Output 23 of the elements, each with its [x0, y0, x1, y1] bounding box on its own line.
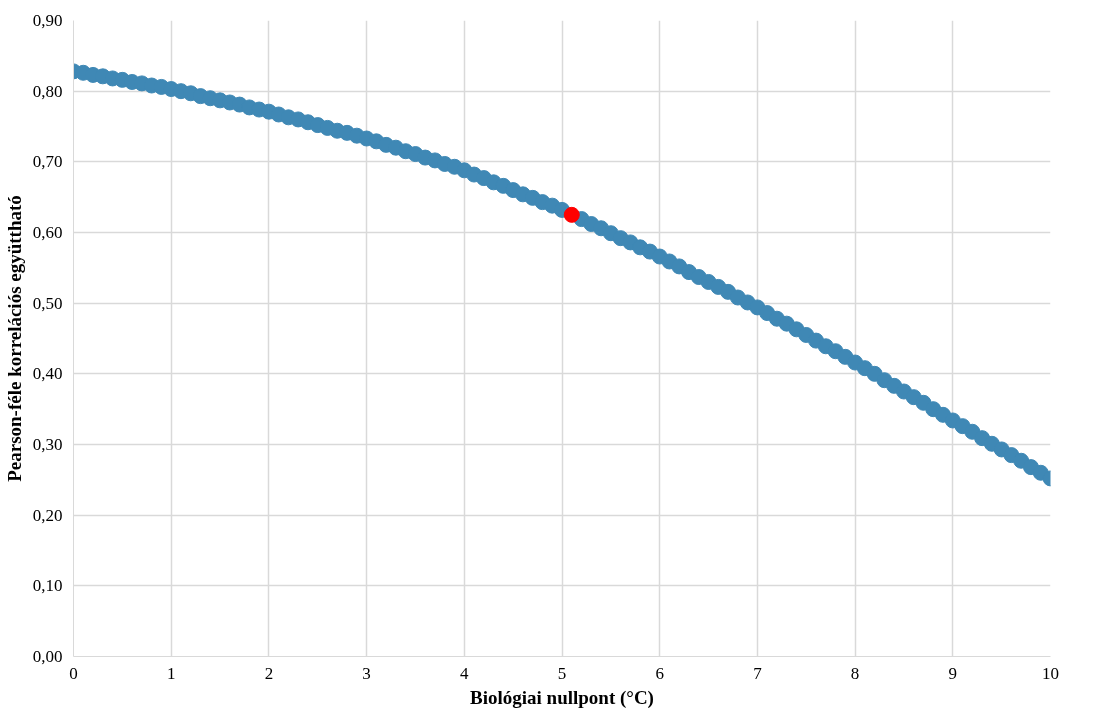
- y-tick-label: 0,40: [32, 364, 63, 384]
- x-tick-label: 1: [166, 663, 176, 683]
- x-tick-label: 9: [948, 663, 958, 683]
- x-tick-label: 2: [264, 663, 274, 683]
- x-tick-label: 7: [753, 663, 763, 683]
- x-tick-label: 8: [850, 663, 860, 683]
- y-tick-label: 0,50: [32, 293, 63, 313]
- y-tick-label: 0,80: [32, 81, 63, 101]
- y-tick-label: 0,10: [32, 576, 63, 596]
- x-tick-label: 4: [460, 663, 470, 683]
- y-tick-label: 0,20: [32, 505, 63, 525]
- y-tick-label: 0,70: [32, 152, 63, 172]
- y-tick-label: 0,30: [32, 435, 63, 454]
- x-tick-label: 0: [69, 663, 78, 683]
- x-tick-label: 10: [1042, 663, 1059, 683]
- y-tick-label: 0,00: [32, 647, 63, 666]
- x-axis-title: Biológiai nullpont (°C): [470, 686, 654, 709]
- y-tick-label: 0,90: [32, 11, 63, 30]
- y-axis-title: Pearson-féle korrelációs együttható: [3, 195, 25, 482]
- y-tick-label: 0,60: [32, 223, 63, 242]
- x-tick-label: 3: [362, 663, 371, 683]
- x-tick-label: 6: [655, 663, 664, 683]
- x-tick-label: 5: [557, 663, 567, 683]
